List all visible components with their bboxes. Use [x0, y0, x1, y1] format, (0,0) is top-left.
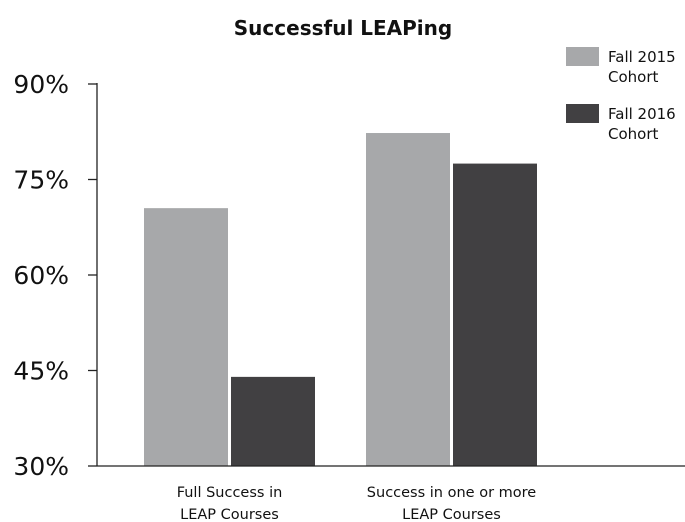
y-tick-label: 90% — [13, 70, 69, 99]
x-tick-label: Success in one or more LEAP Courses — [367, 485, 536, 522]
bar-2-2 — [453, 163, 537, 467]
bar-2-1 — [231, 376, 315, 466]
legend-label: Fall 2016 Cohort — [608, 105, 676, 143]
bar-1-2 — [366, 133, 450, 467]
bar-1-1 — [144, 208, 228, 466]
y-tick-label: 60% — [13, 261, 69, 290]
legend-label: Fall 2015 Cohort — [608, 48, 676, 86]
legend-swatch — [566, 47, 599, 66]
y-tick-label: 75% — [13, 166, 69, 195]
y-tick-label: 45% — [13, 357, 69, 386]
chart-title: Successful LEAPing — [234, 16, 452, 40]
y-tick-label: 30% — [13, 452, 69, 481]
x-tick-label: Full Success in LEAP Courses — [177, 485, 283, 522]
bars — [144, 133, 537, 467]
y-axis: 90% 75% 60% 45% 30% — [13, 70, 98, 481]
x-axis: Full Success in LEAP Courses Success in on… — [97, 465, 685, 522]
legend-swatch — [566, 104, 599, 123]
legend: Fall 2015 Cohort Fall 2016 Cohort — [566, 47, 676, 143]
